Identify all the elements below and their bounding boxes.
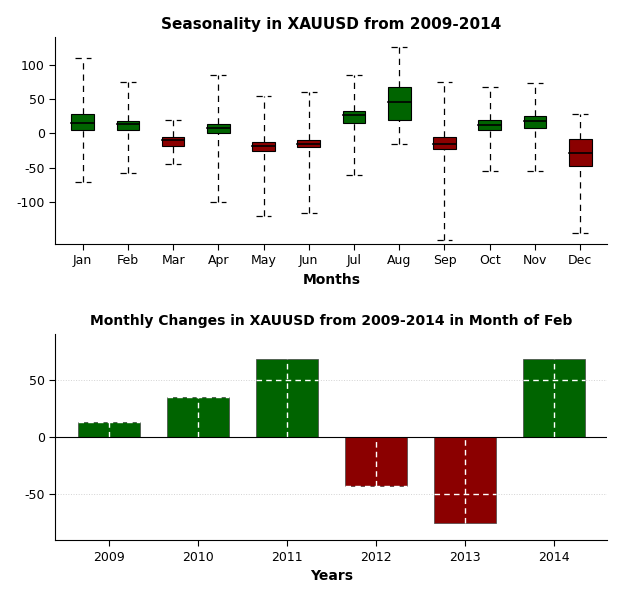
Bar [388,86,411,119]
Bar [433,137,456,149]
Bar [569,139,592,166]
Bar [523,359,585,437]
Bar [71,114,94,130]
Title: Seasonality in XAUUSD from 2009-2014: Seasonality in XAUUSD from 2009-2014 [161,17,502,32]
Bar [298,140,320,147]
Bar [256,359,318,437]
Bar [434,437,496,523]
Bar [524,116,546,128]
Bar [117,121,139,130]
Bar [343,112,365,123]
Bar [252,142,275,151]
X-axis label: Months: Months [303,272,361,287]
Bar [479,119,501,130]
Bar [167,397,229,437]
Bar [162,137,184,146]
Title: Monthly Changes in XAUUSD from 2009-2014 in Month of Feb: Monthly Changes in XAUUSD from 2009-2014… [90,314,573,328]
Bar [344,437,407,487]
Bar [78,422,140,437]
Bar [207,124,230,133]
X-axis label: Years: Years [310,569,353,583]
